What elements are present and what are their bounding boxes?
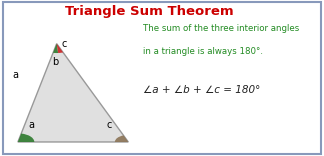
Text: The sum of the three interior angles: The sum of the three interior angles xyxy=(143,24,299,33)
Text: a: a xyxy=(28,120,34,130)
Text: b: b xyxy=(52,57,58,67)
Wedge shape xyxy=(115,135,128,142)
Text: ∠a + ∠b + ∠c = 180°: ∠a + ∠b + ∠c = 180° xyxy=(143,85,260,95)
Wedge shape xyxy=(53,44,58,53)
Wedge shape xyxy=(57,44,63,53)
Text: c: c xyxy=(62,39,67,49)
Wedge shape xyxy=(18,134,34,142)
Text: in a triangle is always 180°.: in a triangle is always 180°. xyxy=(143,47,263,56)
Text: a: a xyxy=(13,70,19,80)
Text: c: c xyxy=(106,120,111,130)
Text: Triangle Sum Theorem: Triangle Sum Theorem xyxy=(65,5,234,18)
Polygon shape xyxy=(18,44,128,142)
